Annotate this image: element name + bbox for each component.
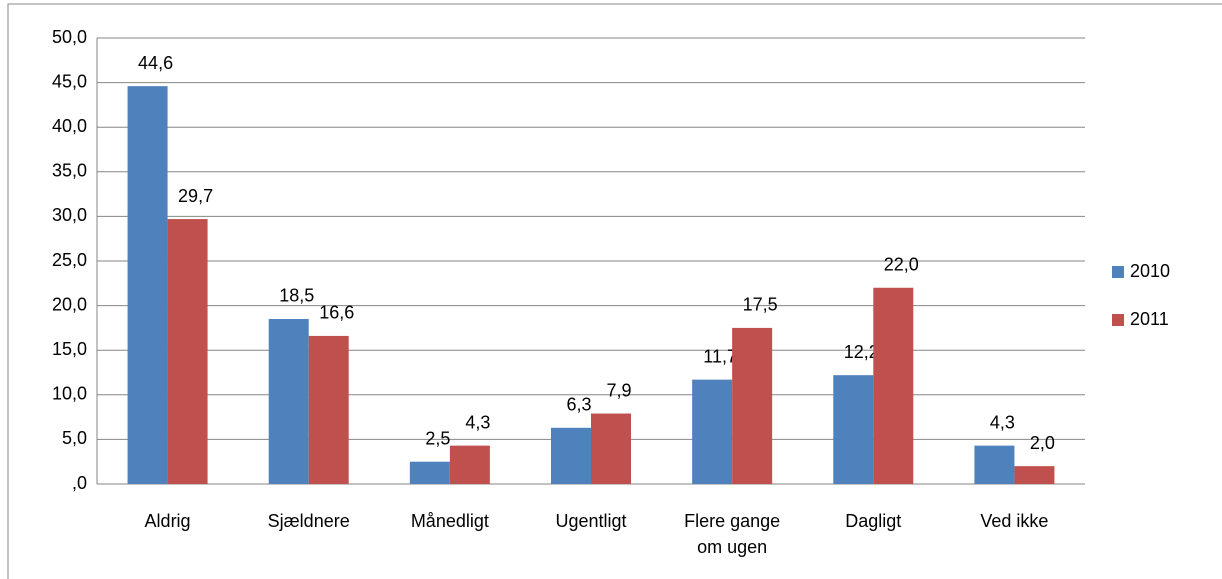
y-tick-label: 25,0 — [52, 250, 87, 270]
x-tick-label: Flere gange om ugen — [684, 511, 781, 557]
data-label: 7,9 — [606, 380, 631, 400]
x-tick-label: Dagligt — [845, 511, 902, 531]
legend-swatch — [1112, 314, 1124, 326]
x-tick-label: Ugentligt — [555, 511, 627, 531]
y-tick-label: 45,0 — [52, 71, 87, 91]
legend-label: 2011 — [1130, 309, 1169, 329]
bar — [732, 327, 773, 484]
data-label: 18,5 — [279, 286, 314, 306]
y-tick-label: 10,0 — [52, 384, 87, 404]
y-tick-label: 35,0 — [52, 161, 87, 181]
x-tick-label: Ved ikke — [980, 511, 1049, 531]
data-label: 6,3 — [566, 395, 591, 415]
data-label: 17,5 — [743, 295, 778, 315]
legend-label: 2010 — [1130, 261, 1170, 281]
bar — [692, 379, 733, 484]
y-tick-label: 15,0 — [52, 339, 87, 359]
bar — [127, 86, 168, 484]
data-label: 4,3 — [990, 412, 1015, 432]
data-label: 2,0 — [1030, 433, 1055, 453]
bar — [308, 335, 349, 484]
bar — [1014, 466, 1055, 484]
legend-swatch — [1112, 266, 1124, 278]
x-tick-label: Sjældnere — [267, 511, 350, 531]
data-label: 44,6 — [138, 53, 173, 73]
y-tick-label: 30,0 — [52, 205, 87, 225]
y-tick-label: 40,0 — [52, 116, 87, 136]
y-tick-label: 5,0 — [62, 428, 87, 448]
x-tick-label: Månedligt — [410, 511, 489, 531]
bar — [591, 413, 631, 484]
bar — [551, 427, 591, 484]
data-label: 4,3 — [465, 412, 490, 432]
bar — [268, 318, 309, 484]
data-label: 12,2 — [844, 342, 879, 362]
data-label: 11,7 — [703, 346, 737, 366]
data-label: 16,6 — [319, 303, 354, 323]
chart-frame — [7, 3, 1222, 579]
bar — [409, 461, 450, 484]
bar — [873, 287, 914, 484]
y-tick-label: ,0 — [72, 473, 87, 493]
data-label: 22,0 — [884, 255, 919, 275]
bar — [449, 445, 490, 484]
data-label: 29,7 — [178, 186, 213, 206]
y-tick-label: 20,0 — [52, 294, 87, 314]
bar — [833, 375, 874, 484]
x-tick-label: Aldrig — [144, 511, 191, 531]
bar — [167, 219, 208, 485]
data-label: 2,5 — [425, 428, 450, 448]
y-tick-label: 50,0 — [52, 27, 87, 47]
bar — [974, 445, 1015, 484]
